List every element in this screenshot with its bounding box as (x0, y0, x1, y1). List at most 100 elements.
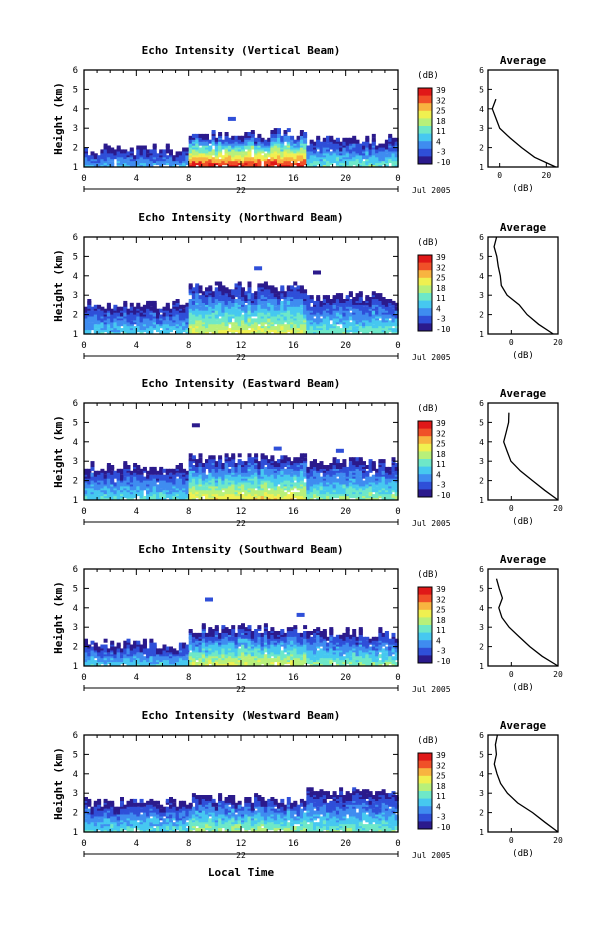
heatmap-cell (316, 314, 321, 319)
heatmap-cell (313, 459, 317, 464)
heatmap-cell (214, 328, 219, 333)
heatmap-cell (309, 139, 314, 144)
heatmap-cell (84, 496, 88, 500)
heatmap-cell (273, 326, 278, 331)
heatmap-cell (313, 270, 321, 275)
colorbar-step (418, 481, 432, 485)
heatmap-cell (87, 155, 92, 160)
average-frame (487, 402, 559, 501)
average-y-tick-label: 4 (479, 272, 484, 281)
heatmap-cell (123, 149, 128, 154)
heatmap-cell (169, 478, 173, 483)
heatmap-cell (172, 155, 177, 160)
heatmap-cell (273, 145, 278, 150)
heatmap-cell (221, 470, 226, 475)
x-tick-label: 12 (236, 341, 247, 351)
heatmap-cell (224, 496, 229, 500)
colorbar-step (418, 255, 432, 258)
heatmap-cell (332, 457, 337, 462)
heatmap-cell (290, 492, 295, 497)
heatmap-cell (90, 461, 95, 466)
heatmap-cell (103, 638, 108, 643)
colorbar-step (418, 133, 432, 136)
y-tick-label: 5 (73, 252, 78, 262)
heatmap-cell (188, 143, 193, 148)
heatmap-cell (329, 484, 334, 489)
heatmap-cell (362, 161, 366, 166)
heatmap-cell (378, 459, 383, 464)
y-tick-label: 3 (73, 291, 78, 301)
heatmap-cell (97, 328, 102, 333)
heatmap-cell (241, 314, 245, 319)
heatmap-cell (283, 135, 288, 140)
heatmap-cell (319, 318, 324, 323)
colorbar-step (418, 487, 432, 490)
heatmap-cell (263, 153, 268, 158)
colorbar-frame (417, 254, 433, 332)
heatmap-cell (316, 135, 321, 140)
heatmap-cell (339, 318, 344, 323)
colorbar-step (418, 308, 432, 311)
heatmap-cell (342, 302, 347, 307)
heatmap-cell (358, 326, 363, 331)
heatmap-cell (352, 322, 357, 327)
heatmap-cell (286, 285, 291, 290)
heatmap-cell (303, 139, 308, 144)
heatmap-cell (156, 314, 160, 319)
heatmap-cell (218, 132, 223, 136)
heatmap-cell (313, 161, 317, 166)
colorbar-step (418, 285, 432, 288)
heatmap-cell (224, 627, 229, 632)
heatmap-cell (254, 155, 259, 160)
heatmap-cell (263, 466, 268, 471)
heatmap-cell (231, 299, 236, 303)
heatmap-cell (355, 457, 360, 462)
heatmap-cell (270, 141, 275, 146)
heatmap-cell (211, 149, 216, 154)
heatmap-cell (205, 133, 209, 138)
heatmap-cell (260, 328, 265, 333)
heatmap-cell (106, 648, 111, 653)
x-tick-label: 16 (288, 341, 299, 351)
heatmap-cell (384, 466, 389, 471)
colorbar-tick-label: 32 (436, 429, 446, 438)
heatmap-cell (188, 644, 193, 649)
colorbar-step (418, 315, 432, 319)
heatmap-cell (142, 476, 147, 481)
heatmap-cell (378, 297, 383, 301)
heatmap-cell (136, 326, 141, 331)
colorbar-tick-label: -3 (436, 148, 446, 157)
heatmap-cell (169, 468, 173, 473)
heatmap-cell (191, 662, 196, 666)
heatmap-cell (218, 295, 223, 300)
heatmap-cell (182, 642, 187, 647)
heatmap-cell (214, 625, 219, 630)
heatmap-cell (332, 478, 337, 483)
heatmap-cell (214, 137, 219, 142)
heatmap-cell (247, 318, 252, 323)
heatmap-cell (313, 322, 317, 327)
heatmap-cell (309, 476, 314, 481)
heatmap-cell (185, 484, 190, 489)
heatmap-cell (175, 299, 180, 303)
heatmap-cell (195, 143, 200, 148)
heatmap-cell (231, 632, 236, 637)
heatmap-cell (182, 468, 187, 473)
colorbar-unit: (dB) (417, 238, 439, 248)
heatmap-cell (280, 326, 285, 331)
heatmap-cell (191, 287, 196, 292)
heatmap-cell (106, 312, 111, 317)
heatmap-cell (280, 455, 285, 460)
heatmap-cell (156, 324, 160, 329)
heatmap-cell (136, 145, 141, 150)
heatmap-cell (224, 463, 229, 467)
heatmap-cell (100, 644, 105, 649)
heatmap-cell (90, 488, 95, 493)
x-tick-label: 16 (288, 507, 299, 517)
heatmap-cell (358, 480, 363, 485)
heatmap-cell (90, 646, 95, 651)
heatmap-cell (378, 302, 383, 307)
heatmap-cell (191, 638, 196, 643)
average-y-tick-label: 3 (479, 124, 484, 133)
heatmap-cell (358, 465, 363, 469)
